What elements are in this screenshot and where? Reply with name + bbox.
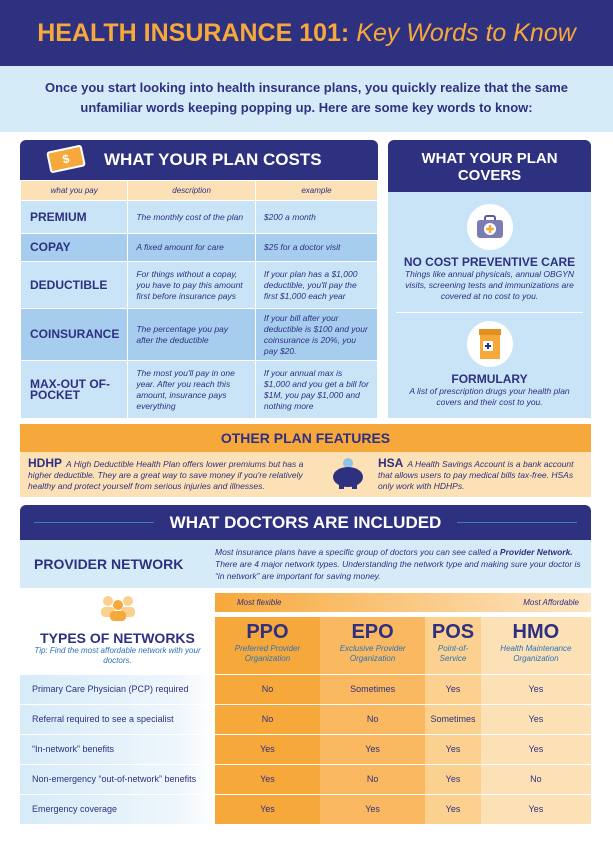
provider-network: PROVIDER NETWORK Most insurance plans ha… xyxy=(20,540,591,588)
page-title: HEALTH INSURANCE 101: Key Words to Know xyxy=(0,0,613,66)
cost-row: COINSURANCE The percentage you pay after … xyxy=(19,308,379,361)
cell-value: No xyxy=(319,764,426,795)
cell-value: Yes xyxy=(425,734,481,765)
cell-value: Sometimes xyxy=(425,704,481,735)
cost-term: COPAY xyxy=(19,233,129,262)
doctors-section-header: WHAT DOCTORS ARE INCLUDED xyxy=(20,505,591,540)
cost-row: PREMIUM The monthly cost of the plan $200 … xyxy=(19,200,379,234)
cost-example: If your plan has a $1,000 deductible, yo… xyxy=(254,261,379,309)
piggy-bank-icon xyxy=(318,457,378,492)
network-type-pos: POS Point-of-Service xyxy=(425,617,481,675)
section-title: WHAT YOUR PLAN COVERS xyxy=(388,140,591,192)
costs-table: what you pay description example PREMIUM Th… xyxy=(19,180,379,419)
table-row: Emergency coverage Yes Yes Yes Yes xyxy=(20,794,591,825)
row-label: Non-emergency “out-of-network” benefits xyxy=(20,764,215,795)
table-row: “In-network” benefits Yes Yes Yes Yes xyxy=(20,734,591,765)
hsa-feature: HSA A Health Savings Account is a bank ac… xyxy=(378,455,574,491)
plan-costs-section: $ WHAT YOUR PLAN COSTS what you pay descri… xyxy=(19,140,379,419)
table-row: Primary Care Physician (PCP) required No S… xyxy=(20,674,591,705)
network-type-epo: EPO Exclusive Provider Organization xyxy=(319,617,426,675)
cell-value: Yes xyxy=(215,764,320,795)
network-comparison-table: PPO Preferred Provider Organization EPO Exc… xyxy=(20,617,591,825)
intro-text: Once you start looking into health insur… xyxy=(0,66,613,132)
cell-value: Yes xyxy=(480,674,591,705)
cell-value: Sometimes xyxy=(319,674,426,705)
section-title: OTHER PLAN FEATURES xyxy=(20,424,591,452)
cost-example: $200 a month xyxy=(254,200,379,234)
hdhp-feature: HDHP A High Deductible Health Plan offers… xyxy=(28,455,304,491)
network-type-ppo: PPO Preferred Provider Organization xyxy=(215,617,320,675)
cell-value: Yes xyxy=(480,704,591,735)
table-row: Non-emergency “out-of-network” benefits Y… xyxy=(20,764,591,795)
cell-value: Yes xyxy=(319,794,426,825)
cell-value: No xyxy=(480,764,591,795)
cover-item: NO COST PREVENTIVE CARE Things like annu… xyxy=(388,204,591,302)
cost-description: The percentage you pay after the deducti… xyxy=(127,308,256,361)
cost-example: If your bill after your deductible is $1… xyxy=(254,308,379,361)
row-label: “In-network” benefits xyxy=(20,734,215,765)
cell-value: Yes xyxy=(215,734,320,765)
cell-value: Yes xyxy=(425,794,481,825)
cell-value: Yes xyxy=(480,734,591,765)
cost-description: For things without a copay, you have to … xyxy=(127,261,256,309)
cost-description: The monthly cost of the plan xyxy=(127,200,256,234)
cell-value: No xyxy=(215,704,320,735)
cell-value: No xyxy=(215,674,320,705)
cost-example: $25 for a doctor visit xyxy=(254,233,379,262)
cost-term: DEDUCTIBLE xyxy=(19,261,129,309)
cost-term: PREMIUM xyxy=(19,200,129,234)
cell-value: Yes xyxy=(480,794,591,825)
network-type-hmo: HMO Health Maintenance Organization xyxy=(480,617,591,675)
cell-value: Yes xyxy=(425,674,481,705)
cost-term: COINSURANCE xyxy=(19,308,129,361)
cell-value: Yes xyxy=(215,794,320,825)
section-title: WHAT YOUR PLAN COSTS xyxy=(104,150,322,169)
cost-row: MAX-OUT OF-POCKET The most you'll pay in … xyxy=(19,360,379,419)
other-features-section: OTHER PLAN FEATURES HDHP A High Deductibl… xyxy=(20,424,591,497)
cost-example: If your annual max is $1,000 and you get… xyxy=(254,360,379,419)
flexibility-scale: Most flexible Most Affordable xyxy=(215,593,591,612)
row-label: Referral required to see a specialist xyxy=(20,704,215,735)
cost-description: A fixed amount for care xyxy=(127,233,256,262)
cell-value: No xyxy=(319,704,426,735)
medical-kit-icon xyxy=(466,204,513,250)
money-icon: $ xyxy=(46,144,86,174)
cell-value: Yes xyxy=(319,734,426,765)
pill-bottle-icon xyxy=(466,321,513,367)
cell-value: Yes xyxy=(425,764,481,795)
cost-row: COPAY A fixed amount for care $25 for a do… xyxy=(19,233,379,262)
cost-description: The most you'll pay in one year. After y… xyxy=(127,360,256,419)
cover-item: FORMULARY A list of prescription drugs y… xyxy=(388,321,591,408)
cost-term: MAX-OUT OF-POCKET xyxy=(19,360,129,419)
row-label: Emergency coverage xyxy=(20,794,215,825)
plan-covers-section: WHAT YOUR PLAN COVERS NO COST PREVENTIVE… xyxy=(388,140,591,418)
row-label: Primary Care Physician (PCP) required xyxy=(20,674,215,705)
table-row: Referral required to see a specialist No N… xyxy=(20,704,591,735)
cost-row: DEDUCTIBLE For things without a copay, yo… xyxy=(19,261,379,309)
